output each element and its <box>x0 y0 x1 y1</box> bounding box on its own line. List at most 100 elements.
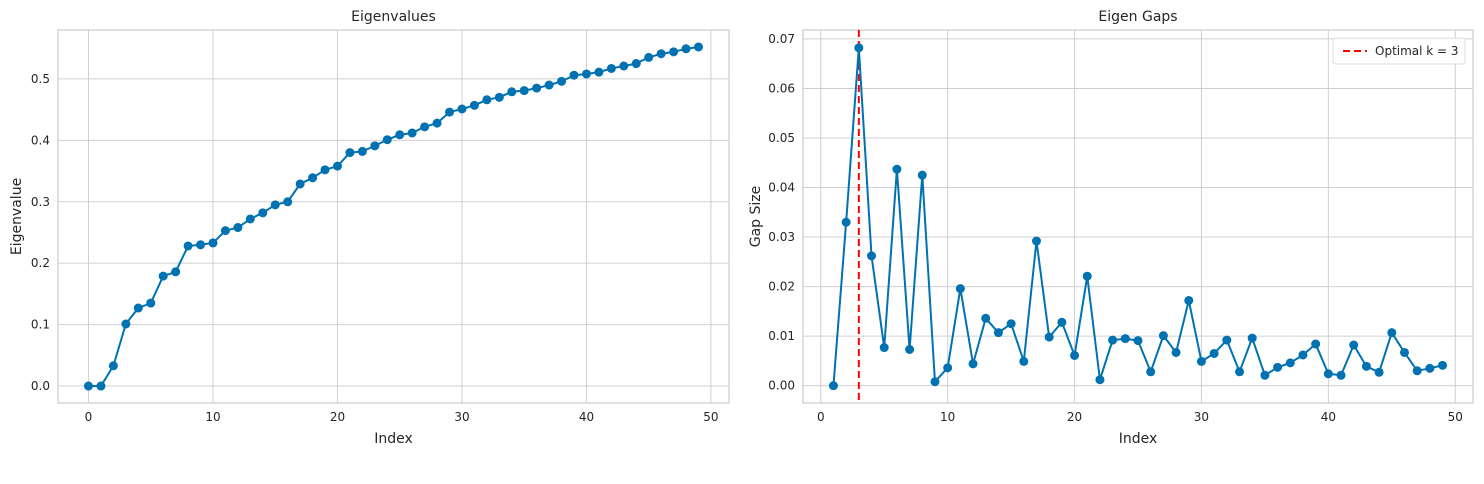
eigenvalues-data-point <box>196 240 206 250</box>
eigenvalues-data-point <box>121 319 131 329</box>
eigenvalues-x-tick-label: 0 <box>85 410 93 424</box>
eigen-gaps-data-point <box>968 359 978 369</box>
eigenvalues-data-point <box>407 128 417 138</box>
eigenvalues-data-point <box>619 61 629 71</box>
eigen-gaps-y-tick-label: 0.02 <box>768 280 795 294</box>
eigen-gaps-data-point <box>1082 271 1092 281</box>
eigenvalues-data-point <box>594 67 604 77</box>
eigenvalues-data-point <box>283 197 293 207</box>
eigen-gaps-data-point <box>854 43 864 53</box>
eigen-gaps-data-point <box>1235 367 1245 377</box>
eigen-gaps-data-point <box>1070 350 1080 360</box>
eigenvalues-data-point <box>457 104 467 114</box>
eigen-gaps-y-tick-label: 0.03 <box>768 230 795 244</box>
eigen-gaps-data-point <box>1361 361 1371 371</box>
eigen-gaps-data-point <box>1387 328 1397 338</box>
eigen-gaps-y-tick-label: 0.07 <box>768 32 795 46</box>
eigen-gaps-data-point <box>1209 348 1219 358</box>
eigen-gaps-data-point <box>1019 356 1029 366</box>
eigenvalues-data-point <box>656 49 666 59</box>
eigenvalues-data-point <box>519 86 529 96</box>
eigen-gaps-data-point <box>1285 358 1295 368</box>
eigen-gaps-data-point <box>1412 366 1422 376</box>
eigenvalues-y-tick-label: 0.2 <box>31 256 50 270</box>
eigenvalues-data-point <box>669 47 679 57</box>
eigen-gaps-x-tick-label: 50 <box>1448 410 1463 424</box>
eigen-gaps-data-point <box>1222 335 1232 345</box>
eigenvalues-data-point <box>581 69 591 79</box>
eigen-gaps-data-point <box>1311 339 1321 349</box>
eigenvalues-data-point <box>270 200 280 210</box>
eigen-gaps-data-point <box>1184 295 1194 305</box>
eigenvalues-y-tick-label: 0.5 <box>31 72 50 86</box>
eigen-gaps-data-point <box>1336 370 1346 380</box>
eigenvalues-data-point <box>84 381 93 391</box>
eigen-gaps-x-tick-label: 20 <box>1067 410 1082 424</box>
eigen-gaps-data-point <box>1247 333 1257 343</box>
eigen-gaps-data-point <box>1260 370 1270 380</box>
eigen-gaps-chart: 0 10 20 30 40 50 0.00 0.01 0.02 0.03 0.04 0.05 0.06 0… <box>748 9 1474 447</box>
eigenvalues-data-point <box>245 214 255 224</box>
eigen-gaps-x-axis-label: Index <box>1119 431 1158 447</box>
eigenvalues-data-point <box>382 135 392 145</box>
eigenvalues-data-point <box>133 303 143 313</box>
eigen-gaps-data-point <box>1006 319 1016 329</box>
eigenvalues-data-point <box>606 63 616 73</box>
eigenvalues-data-point <box>258 208 268 218</box>
eigenvalues-x-tick-label: 40 <box>579 410 594 424</box>
eigen-gaps-data-point <box>1438 360 1448 370</box>
eigen-gaps-data-point <box>1349 340 1359 350</box>
eigenvalues-y-tick-label: 0.0 <box>31 379 50 393</box>
eigenvalues-y-tick-label: 0.3 <box>31 195 50 209</box>
eigenvalues-data-point <box>694 42 703 52</box>
eigenvalues-data-point <box>357 146 367 156</box>
eigenvalues-y-tick-label: 0.4 <box>31 133 50 147</box>
eigenvalues-data-point <box>681 44 691 54</box>
eigenvalues-data-point <box>295 179 305 189</box>
eigen-gaps-data-point <box>1171 347 1181 357</box>
eigen-gaps-plot-area <box>803 30 1473 403</box>
eigen-gaps-data-point <box>917 170 927 180</box>
eigenvalues-data-point <box>469 100 479 110</box>
eigenvalues-data-point <box>183 241 193 251</box>
eigenvalues-x-tick-label: 30 <box>454 410 469 424</box>
eigen-gaps-data-point <box>993 328 1003 338</box>
eigenvalues-data-point <box>108 361 118 371</box>
eigenvalues-data-point <box>544 80 554 90</box>
eigen-gaps-y-tick-label: 0.06 <box>768 81 795 95</box>
eigen-gaps-x-tick-label: 10 <box>940 410 955 424</box>
eigen-gaps-data-point <box>1146 367 1156 377</box>
eigen-gaps-y-tick-label: 0.04 <box>768 181 795 195</box>
eigenvalues-data-point <box>233 223 243 233</box>
eigen-gaps-data-point <box>930 377 940 387</box>
eigen-gaps-data-point <box>841 217 851 227</box>
eigenvalues-data-point <box>557 76 567 86</box>
eigen-gaps-data-point <box>1133 336 1143 346</box>
eigenvalues-data-point <box>308 173 318 183</box>
eigenvalues-data-point <box>494 92 504 102</box>
eigen-gaps-data-point <box>1273 362 1283 372</box>
eigen-gaps-data-point <box>1196 356 1206 366</box>
eigenvalues-chart: 0 10 20 30 40 50 0.0 0.1 0.2 0.3 0.4 0.5 Eigenvalues… <box>9 9 730 447</box>
eigenvalues-x-tick-label: 20 <box>330 410 345 424</box>
eigenvalues-data-point <box>532 83 542 93</box>
eigenvalues-x-tick-label: 10 <box>205 410 220 424</box>
eigen-gaps-data-point <box>1095 375 1105 385</box>
eigen-gaps-x-tick-label: 0 <box>817 410 825 424</box>
eigenvalues-data-point <box>420 122 430 132</box>
eigen-gaps-data-point <box>1031 236 1041 246</box>
eigen-gaps-data-point <box>1425 363 1435 373</box>
eigenvalues-data-point <box>320 165 330 175</box>
eigen-gaps-axes-frame <box>802 29 1474 404</box>
eigenvalues-data-point <box>220 226 230 236</box>
eigenvalues-y-tick-label: 0.1 <box>31 318 50 332</box>
eigenvalues-data-point <box>171 267 181 277</box>
eigen-gaps-x-tick-label: 30 <box>1194 410 1209 424</box>
eigen-gaps-data-point <box>1158 331 1168 341</box>
eigen-gaps-data-point <box>1323 369 1333 379</box>
eigen-gaps-y-tick-label: 0.01 <box>768 329 795 343</box>
eigen-gaps-y-tick-label: 0.00 <box>768 379 795 393</box>
eigenvalues-data-point <box>395 130 405 140</box>
eigen-gaps-y-tick-label: 0.05 <box>768 131 795 145</box>
